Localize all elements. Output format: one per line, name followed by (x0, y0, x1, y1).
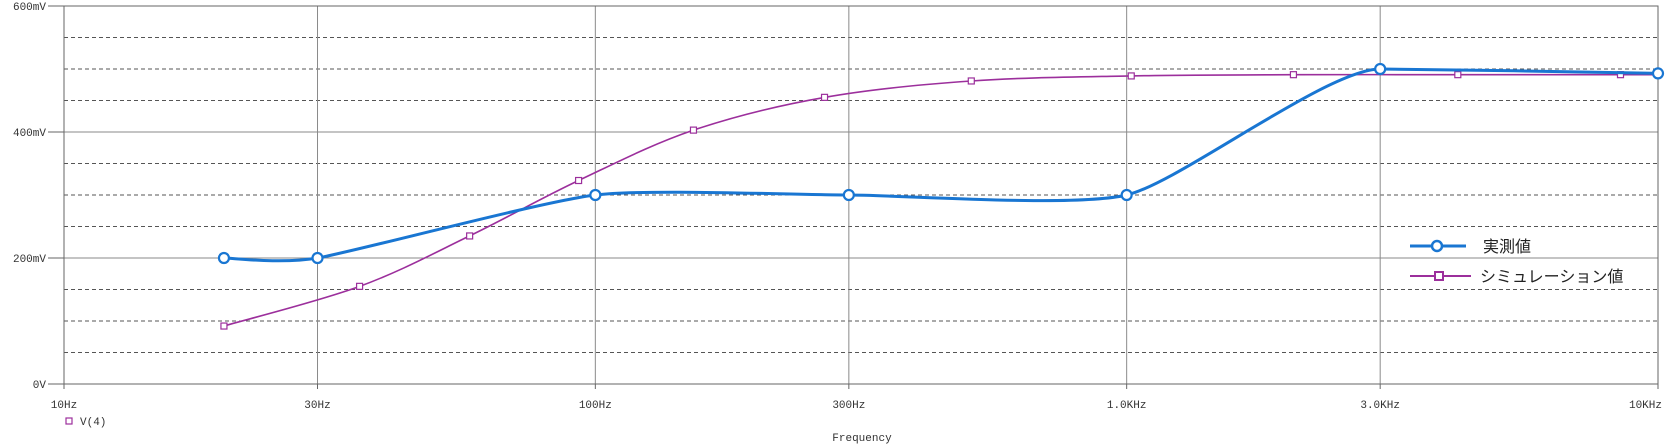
trace-square-marker-icon (65, 417, 73, 425)
trace-label: V(4) (80, 417, 106, 429)
x-axis: 10Hz 30Hz 100Hz 300Hz 1.0KHz 3.0KHz 10KHz (51, 384, 1662, 412)
simulation-data-point (820, 93, 829, 101)
legend-label-measured: 実測値 (1483, 237, 1531, 256)
legend-item-simulation: シミュレーション値 (1410, 267, 1623, 286)
x-tick-label: 3.0KHz (1360, 400, 1400, 412)
x-tick-label: 1.0KHz (1107, 400, 1147, 412)
legend-circle-marker-icon (1430, 239, 1444, 253)
measured-curve (222, 67, 1660, 263)
measured-data-point (842, 188, 855, 202)
x-tick-label: 30Hz (304, 400, 330, 412)
plot-frame (63, 5, 1659, 385)
simulation-data-point (1289, 71, 1298, 79)
x-axis-title: Frequency (832, 433, 892, 444)
y-tick-label: 600mV (13, 2, 46, 14)
measured-data-point (311, 251, 324, 265)
x-tick-label: 10KHz (1629, 400, 1662, 412)
simulation-curve (223, 73, 1659, 327)
legend: 実測値 シミュレーション値 (1410, 237, 1623, 286)
legend-square-marker-icon (1434, 271, 1444, 281)
measured-data-point (589, 188, 602, 202)
simulation-data-point (1454, 71, 1462, 79)
x-tick-label: 10Hz (51, 400, 77, 412)
y-tick-label: 200mV (13, 254, 46, 266)
measured-data-point (1374, 62, 1387, 76)
x-tick-label: 100Hz (579, 400, 612, 412)
measured-data-point (217, 251, 231, 265)
simulation-data-point (1127, 72, 1135, 80)
y-tick-label: 0V (33, 380, 47, 392)
trace-legend: V(4) (65, 417, 106, 429)
simulation-data-point (967, 77, 975, 85)
y-axis: 600mV 400mV 200mV 0V (13, 2, 64, 392)
simulation-data-point (220, 322, 228, 330)
simulation-data-point (574, 176, 583, 185)
legend-label-simulation: シミュレーション値 (1480, 267, 1623, 286)
measured-data-point (1120, 188, 1133, 202)
x-tick-label: 300Hz (832, 400, 865, 412)
simulation-data-point (355, 282, 364, 290)
legend-item-measured: 実測値 (1410, 237, 1531, 256)
simulation-data-point (689, 126, 698, 134)
simulation-data-point (466, 232, 474, 240)
series-layer (217, 62, 1665, 330)
measured-data-point (1651, 67, 1665, 80)
y-tick-label: 400mV (13, 128, 46, 140)
